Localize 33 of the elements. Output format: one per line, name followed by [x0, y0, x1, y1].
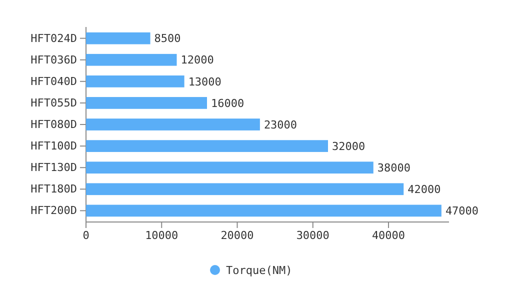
x-tick-label: 40000 — [372, 228, 406, 242]
bar — [86, 54, 177, 66]
data-label: 47000 — [445, 204, 479, 218]
data-label: 23000 — [264, 118, 298, 132]
x-tick-label: 0 — [82, 228, 90, 242]
y-tick-label: HFT080D — [30, 118, 77, 132]
y-tick-label: HFT100D — [30, 140, 77, 153]
bar — [86, 118, 260, 130]
bar — [86, 75, 184, 88]
bar — [86, 140, 328, 152]
bar — [86, 162, 374, 174]
data-label: 12000 — [180, 54, 214, 67]
y-tick-label: HFT130D — [30, 161, 77, 174]
data-label: 8500 — [154, 32, 181, 46]
data-label: 32000 — [332, 140, 366, 153]
bar — [86, 97, 207, 109]
data-label: 42000 — [408, 182, 441, 196]
data-label: 13000 — [188, 75, 222, 88]
y-tick-label: HFT040D — [30, 74, 77, 88]
bar — [86, 183, 404, 196]
y-tick-label: HFT200D — [30, 204, 77, 218]
bar — [86, 204, 442, 217]
y-tick-label: HFT180D — [30, 182, 77, 196]
x-tick-label: 10000 — [145, 228, 178, 242]
legend-label: Torque(NM) — [226, 264, 292, 277]
data-label: 16000 — [211, 96, 244, 110]
x-tick-label: 20000 — [220, 228, 254, 242]
y-tick-label: HFT036D — [30, 53, 77, 66]
y-tick-label: HFT055D — [30, 96, 77, 110]
data-label: 38000 — [377, 161, 410, 174]
bar — [86, 32, 150, 44]
y-tick-label: HFT024D — [30, 32, 77, 45]
x-tick-label: 30000 — [296, 228, 330, 242]
